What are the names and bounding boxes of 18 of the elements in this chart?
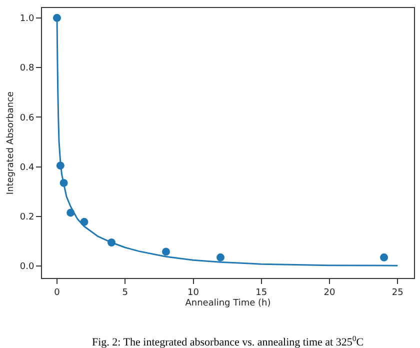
x-tick-label: 20	[324, 288, 336, 298]
point	[380, 253, 388, 262]
y-tick-label: 0.0	[20, 262, 34, 272]
x-tick-label: 10	[188, 288, 200, 298]
x-axis-title: Annealing Time (h)	[185, 298, 271, 309]
y-tick-label: 0.6	[20, 113, 34, 124]
caption: Fig. 2: The integrated absorbance vs. annealing time at 325$^{0}$C	[92, 334, 364, 348]
x-tick-label: 15	[256, 288, 268, 298]
y-axis-title: Integrated Absorbance	[6, 90, 16, 195]
point	[162, 248, 170, 256]
y-tick-label: 0.2	[20, 212, 34, 223]
y-tick-label: 0.8	[20, 64, 34, 74]
point	[216, 253, 225, 262]
y-tick-label: 0.4	[20, 162, 34, 173]
x-tick-label: 5	[122, 288, 128, 298]
x-tick-label: 25	[392, 288, 404, 298]
y-tick-label: 1.0	[20, 14, 34, 24]
x-tick-label: 0	[54, 288, 60, 298]
